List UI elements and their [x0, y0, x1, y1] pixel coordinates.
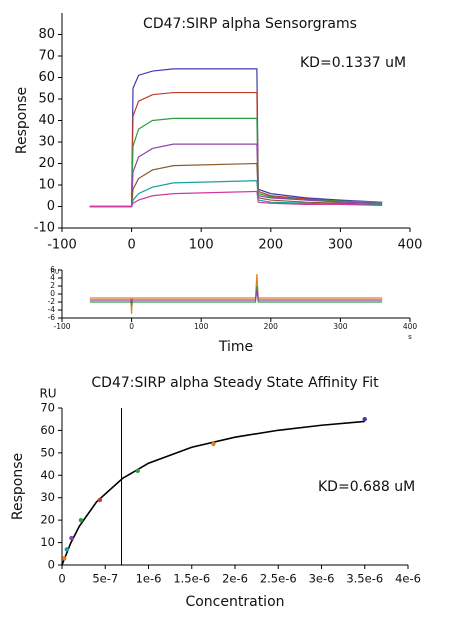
y-tick-label: -2	[48, 297, 56, 306]
y-tick-label: 70	[40, 401, 55, 415]
series-line	[89, 180, 383, 208]
data-point	[211, 441, 216, 447]
data-point	[362, 417, 367, 422]
data-point	[64, 547, 69, 552]
x-tick-label: 5e-7	[92, 572, 118, 586]
y-tick-label: 10	[40, 535, 55, 549]
x-tick-label: 2.5e-6	[260, 572, 297, 586]
y-tick-label: 50	[40, 445, 55, 459]
y-tick-label: 40	[40, 468, 55, 482]
series-line	[89, 273, 383, 315]
x-axis-label: Concentration	[185, 594, 284, 610]
y-tick-label: 30	[40, 490, 55, 504]
series-line	[89, 143, 383, 208]
x-tick-label: 200	[258, 238, 283, 253]
chart-title: CD47:SIRP alpha Steady State Affinity Fi…	[91, 375, 379, 391]
y-tick-label: -10	[34, 221, 55, 236]
series-line	[89, 162, 383, 208]
x-tick-label: 3.5e-6	[346, 572, 383, 586]
annotation: KD=0.1337 uM	[300, 55, 406, 71]
x-tick-label: 0	[58, 572, 65, 586]
series-line	[89, 91, 383, 208]
y-tick-label: 20	[40, 513, 55, 527]
data-point	[62, 556, 67, 561]
x-tick-label: 100	[194, 322, 209, 331]
y-tick-label: -4	[48, 305, 56, 314]
y-tick-label: 4	[50, 273, 55, 282]
y-tick-label: 6	[50, 265, 55, 274]
x-tick-label: 0	[127, 238, 135, 253]
series-line	[89, 190, 383, 208]
y-tick-label: 60	[38, 70, 55, 85]
x-tick-label: 2e-6	[222, 572, 248, 586]
y-tick-label: 0	[47, 199, 55, 214]
y-tick-label: 80	[38, 27, 55, 42]
x-tick-label: 300	[328, 238, 353, 253]
data-point	[78, 517, 84, 523]
x-tick-label: -100	[47, 238, 77, 253]
y-tick-label: 20	[38, 156, 55, 171]
y-unit: RU	[39, 387, 56, 401]
data-point	[69, 535, 74, 541]
series-line	[89, 117, 383, 208]
x-tick-label: 4e-6	[395, 572, 421, 586]
fit-curve	[61, 420, 365, 566]
x-tick-label: -100	[53, 322, 70, 331]
x-tick-label: 400	[398, 238, 423, 253]
y-tick-label: 60	[40, 423, 55, 437]
x-tick-label: 1e-6	[136, 572, 162, 586]
data-point	[97, 497, 103, 503]
x-tick-label: 300	[333, 322, 348, 331]
y-axis-label: Response	[10, 453, 26, 520]
y-tick-label: 0	[50, 289, 55, 298]
chart-title: CD47:SIRP alpha Sensorgrams	[143, 16, 357, 32]
series-line	[89, 68, 383, 208]
x-tick-label: 1.5e-6	[173, 572, 210, 586]
y-tick-label: 30	[38, 135, 55, 150]
x-unit: s	[408, 333, 412, 341]
x-axis-label: Time	[218, 339, 253, 355]
x-tick-label: 3e-6	[309, 572, 335, 586]
x-tick-label: 0	[129, 322, 134, 331]
x-tick-label: 100	[189, 238, 214, 253]
data-point	[135, 468, 140, 473]
series-line	[89, 285, 383, 307]
y-tick-label: 40	[38, 113, 55, 128]
y-tick-label: 10	[38, 178, 55, 193]
y-tick-label: 2	[50, 281, 55, 290]
y-axis-label: Response	[14, 87, 30, 154]
x-tick-label: 400	[403, 322, 418, 331]
y-tick-label: -6	[48, 313, 56, 322]
y-unit: RU	[51, 269, 60, 276]
y-tick-label: 50	[38, 92, 55, 107]
y-tick-label: 0	[48, 558, 55, 572]
annotation: KD=0.688 uM	[318, 479, 415, 495]
y-tick-label: 70	[38, 49, 55, 64]
x-tick-label: 200	[264, 322, 279, 331]
series-line	[89, 289, 383, 305]
